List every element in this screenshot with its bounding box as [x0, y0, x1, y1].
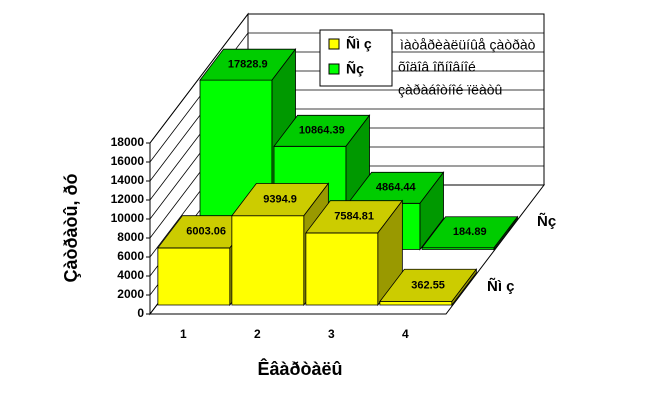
value-label: 9394.9	[263, 193, 297, 205]
legend-label: Ñì ç	[346, 35, 372, 52]
bar-front	[231, 215, 305, 306]
y-tick-label: 0	[137, 306, 144, 320]
y-axis-title: Çàòðàòû, ðó	[61, 174, 81, 283]
legend-swatch	[328, 63, 340, 75]
y-tick-label: 12000	[111, 192, 145, 206]
annotation: çàðàáîòíîé ïëàòû	[398, 82, 502, 98]
value-label: 17828.9	[228, 59, 268, 71]
y-tick-label: 10000	[111, 211, 145, 225]
y-tick-label: 16000	[111, 154, 145, 168]
x-tick-label: 2	[254, 327, 261, 341]
bar-front	[157, 247, 231, 306]
annotation: õîäîâ îñíîâíîé	[398, 59, 476, 75]
x-tick-label: 3	[328, 327, 335, 341]
value-label: 184.89	[453, 226, 487, 238]
bar-front	[379, 301, 453, 306]
series-depth-label: Ñç	[537, 212, 556, 230]
bar: 184.89	[421, 215, 519, 251]
bar: 7584.81	[305, 199, 404, 307]
y-tick-label: 2000	[117, 287, 144, 301]
bar-side	[493, 215, 518, 251]
value-label: 10864.39	[299, 125, 345, 137]
value-label: 6003.06	[186, 226, 226, 238]
y-tick-label: 8000	[117, 230, 144, 244]
bar: 362.55	[379, 268, 478, 307]
bar-side	[451, 268, 477, 307]
value-label: 362.55	[411, 279, 445, 291]
bars: 17828.9 10864.39 4864.44 184.89 6003.06 9394.…	[157, 47, 519, 307]
x-tick-label: 4	[402, 327, 409, 341]
annotation: ìàòåðèàëüíûå çàòðàò	[400, 37, 536, 53]
y-tick-label: 6000	[117, 249, 144, 263]
value-label: 4864.44	[376, 182, 417, 194]
series-depth-label: Ñì ç	[487, 277, 515, 295]
bar-side	[419, 171, 444, 251]
value-label: 7584.81	[334, 211, 374, 223]
legend-swatch	[328, 38, 340, 50]
grid-line	[149, 13, 544, 144]
grid-line	[149, 32, 544, 163]
labels: 0 2000 4000 6000 8000 10000 12000 14000 16000 180…	[111, 135, 409, 341]
y-tick-label: 4000	[117, 268, 144, 282]
y-tick-label: 18000	[111, 135, 145, 149]
y-tick-label: 14000	[111, 173, 145, 187]
legend-label: Ñç	[346, 60, 364, 77]
bar-front	[305, 232, 379, 306]
x-tick-label: 1	[180, 327, 187, 341]
x-axis-title: Êâàðòàëû	[257, 358, 342, 379]
legend: Ñì ç Ñç	[319, 29, 393, 87]
